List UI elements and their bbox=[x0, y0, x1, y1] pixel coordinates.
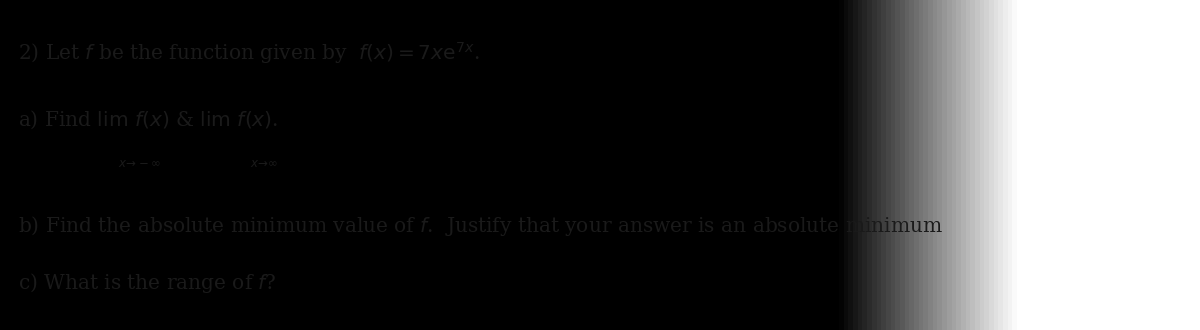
Text: 2) Let $\mathit{f}$ be the function given by  $\mathit{f}(x) = 7x\mathrm{e}^{7x}: 2) Let $\mathit{f}$ be the function give… bbox=[18, 40, 480, 65]
Text: b) Find the absolute minimum value of $\mathit{f}$.  Justify that your answer is: b) Find the absolute minimum value of $\… bbox=[18, 214, 943, 239]
Text: c) What is the range of $\mathit{f}$?: c) What is the range of $\mathit{f}$? bbox=[18, 271, 277, 295]
Text: a) Find $\mathrm{lim}\ \mathit{f}(x)$ & $\mathrm{lim}\ \mathit{f}(x)$.: a) Find $\mathrm{lim}\ \mathit{f}(x)$ & … bbox=[18, 109, 278, 131]
Text: $x\!\rightarrow\!\infty$: $x\!\rightarrow\!\infty$ bbox=[250, 157, 278, 170]
Text: $x\!\rightarrow\!-\infty$: $x\!\rightarrow\!-\infty$ bbox=[118, 157, 161, 170]
